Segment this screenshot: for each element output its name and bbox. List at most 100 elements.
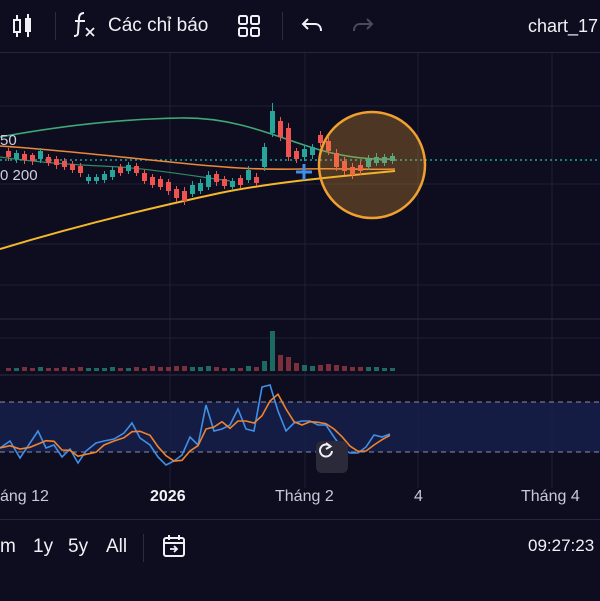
reset-chart-button[interactable]	[316, 441, 348, 473]
volume-bar	[190, 367, 195, 371]
volume-bar	[118, 368, 123, 371]
stoch-d-line	[0, 393, 391, 462]
indicators-button[interactable]: Các chỉ báo	[72, 0, 208, 52]
volume-bar	[102, 368, 107, 371]
volume-bar	[334, 365, 339, 371]
candle-body	[214, 174, 219, 182]
candle-body	[358, 165, 363, 171]
volume-bar	[134, 367, 139, 371]
volume-bar	[70, 368, 75, 371]
candle-body	[86, 177, 91, 181]
volume-bar	[206, 366, 211, 371]
volume-bar	[262, 361, 267, 371]
volume-bar	[14, 368, 19, 371]
candle-body	[30, 155, 35, 161]
volume-bar	[150, 366, 155, 371]
range-5y-button[interactable]: 5y	[68, 536, 89, 557]
volume-bar	[270, 331, 275, 371]
time-tick-year: 2026	[150, 488, 186, 505]
candle-body	[326, 141, 331, 151]
volume-bar	[6, 368, 11, 371]
volume-bar	[62, 367, 67, 371]
volume-bar	[310, 366, 315, 371]
clock-readout: 09:27:23	[528, 536, 595, 555]
go-to-date-icon[interactable]	[160, 532, 188, 565]
candle-body	[374, 157, 379, 163]
volume-bar	[158, 367, 163, 371]
volume-bar	[222, 368, 227, 371]
chart-area[interactable]: 50 0 200	[0, 53, 600, 517]
candle-body	[70, 164, 75, 170]
volume-bar	[366, 367, 371, 371]
volume-bar	[22, 367, 27, 371]
candlestick-icon[interactable]	[8, 0, 40, 52]
candle-body	[174, 189, 179, 198]
time-tick: Tháng 2	[275, 488, 334, 505]
candle-body	[198, 183, 203, 191]
layout-grid-icon[interactable]	[236, 0, 262, 52]
volume-bar	[142, 368, 147, 371]
volume-bar	[78, 367, 83, 371]
volume-bar	[326, 364, 331, 371]
oscillator-band	[0, 402, 600, 452]
candle-body	[382, 157, 387, 163]
candle-body	[78, 166, 83, 173]
chart-title-label: chart_17	[528, 15, 599, 36]
candle-body	[102, 174, 107, 180]
volume-bar	[214, 367, 219, 371]
range-button[interactable]: m	[0, 536, 16, 557]
undo-icon[interactable]	[299, 0, 325, 52]
ma50-label: 50	[0, 132, 17, 149]
volume-bar	[358, 367, 363, 371]
bottom-toolbar: m 1y 5y All 09:27:23	[0, 519, 600, 601]
range-all-button[interactable]: All	[106, 536, 128, 557]
volume-bar	[294, 363, 299, 371]
candle-body	[142, 173, 147, 181]
volume-bar	[30, 368, 35, 371]
candle-body	[134, 166, 139, 173]
candle-body	[318, 135, 323, 143]
candle-body	[230, 181, 235, 187]
redo-icon[interactable]	[350, 0, 376, 52]
time-tick: áng 12	[0, 488, 49, 505]
volume-bar	[86, 368, 91, 371]
candle-body	[310, 147, 315, 155]
volume-bar	[126, 368, 131, 371]
volume-bar	[182, 366, 187, 371]
volume-bar	[94, 368, 99, 371]
candle-body	[158, 179, 163, 187]
candle-body	[182, 191, 187, 201]
candle-body	[94, 177, 99, 181]
volume-bar	[254, 367, 259, 371]
volume-bar	[246, 366, 251, 371]
ma200-line	[0, 170, 396, 250]
candle-body	[62, 161, 67, 167]
candle-body	[262, 147, 267, 167]
candle-body	[6, 151, 11, 157]
candle-body	[38, 151, 43, 159]
volume-bar	[166, 367, 171, 371]
crosshair-marker	[296, 164, 312, 180]
range-1y-button[interactable]: 1y	[33, 536, 54, 557]
candle-body	[126, 165, 131, 171]
volume-bar	[110, 367, 115, 371]
volume-bar	[302, 365, 307, 371]
indicators-label: Các chỉ báo	[108, 15, 209, 36]
highlight-circle	[317, 110, 427, 220]
volume-bar	[390, 368, 395, 371]
candle-body	[390, 156, 395, 161]
candles-group	[6, 103, 395, 205]
candle-body	[238, 178, 243, 185]
time-tick: Tháng 4	[521, 488, 580, 505]
candle-body	[54, 159, 59, 165]
chart-title[interactable]: chart_17	[528, 0, 598, 52]
candle-body	[46, 157, 51, 163]
candle-body	[206, 175, 211, 187]
candle-body	[342, 161, 347, 171]
volume-bars	[6, 331, 395, 371]
candle-body	[166, 182, 171, 191]
candle-body	[14, 153, 19, 159]
ma200-label: 0 200	[0, 167, 38, 184]
volume-bar	[38, 367, 43, 371]
candle-body	[222, 179, 227, 186]
